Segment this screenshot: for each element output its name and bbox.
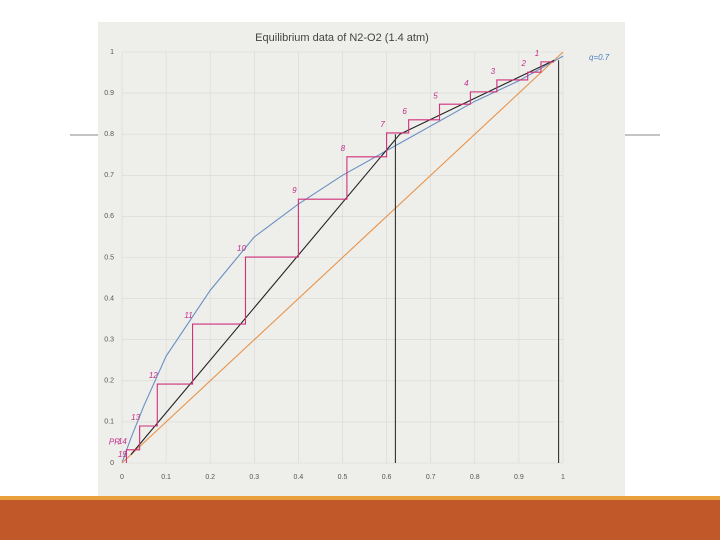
stage-label: 8	[341, 144, 346, 153]
y-tick-label: 0.2	[104, 378, 114, 385]
x-tick-label: 0.9	[514, 474, 524, 481]
series-line	[130, 59, 555, 456]
stage-label: 10	[237, 244, 246, 253]
y-tick-label: 1	[110, 49, 114, 56]
x-tick-label: 0.1	[161, 474, 171, 481]
y-tick-label: 0.6	[104, 213, 114, 220]
series-line	[121, 51, 564, 464]
annotation: PR	[109, 438, 120, 447]
stage-label: 3	[491, 67, 496, 76]
stage-label: 7	[380, 120, 385, 129]
stage-label: 13	[131, 413, 140, 422]
x-tick-label: 0.6	[382, 474, 392, 481]
footer-bar	[0, 500, 720, 540]
stage-label: 14	[118, 437, 127, 446]
x-tick-label: 0.7	[426, 474, 436, 481]
annotation: q=0.7	[589, 53, 610, 62]
stage-label: 11	[184, 311, 192, 320]
x-tick-label: 0.8	[470, 474, 480, 481]
y-tick-label: 0.4	[104, 295, 114, 302]
x-tick-label: 0	[120, 474, 124, 481]
stage-label: 4	[464, 79, 469, 88]
footer-accent	[0, 496, 720, 500]
y-tick-label: 0.7	[104, 172, 114, 179]
x-tick-label: 0.3	[249, 474, 259, 481]
x-tick-label: 0.4	[294, 474, 304, 481]
y-tick-label: 0.5	[104, 254, 114, 261]
stage-label: 1	[535, 49, 539, 58]
stage-label: 5	[433, 91, 438, 100]
chart-title: Equilibrium data of N2-O2 (1.4 atm)	[255, 32, 429, 44]
stage-label: 12	[149, 371, 158, 380]
photo	[98, 22, 625, 496]
y-tick-label: 0.1	[104, 419, 114, 426]
stage-label: 15	[118, 450, 127, 459]
series-line	[125, 61, 555, 463]
x-tick-label: 0.5	[338, 474, 348, 481]
y-tick-label: 0.9	[104, 90, 114, 97]
y-tick-label: 0	[110, 460, 114, 467]
x-tick-label: 0.2	[205, 474, 215, 481]
x-tick-label: 1	[561, 474, 565, 481]
y-tick-label: 0.8	[104, 131, 114, 138]
stage-label: 9	[292, 186, 297, 195]
stage-label: 6	[402, 107, 407, 116]
stage-label: 2	[520, 59, 526, 68]
y-tick-label: 0.3	[104, 337, 114, 344]
